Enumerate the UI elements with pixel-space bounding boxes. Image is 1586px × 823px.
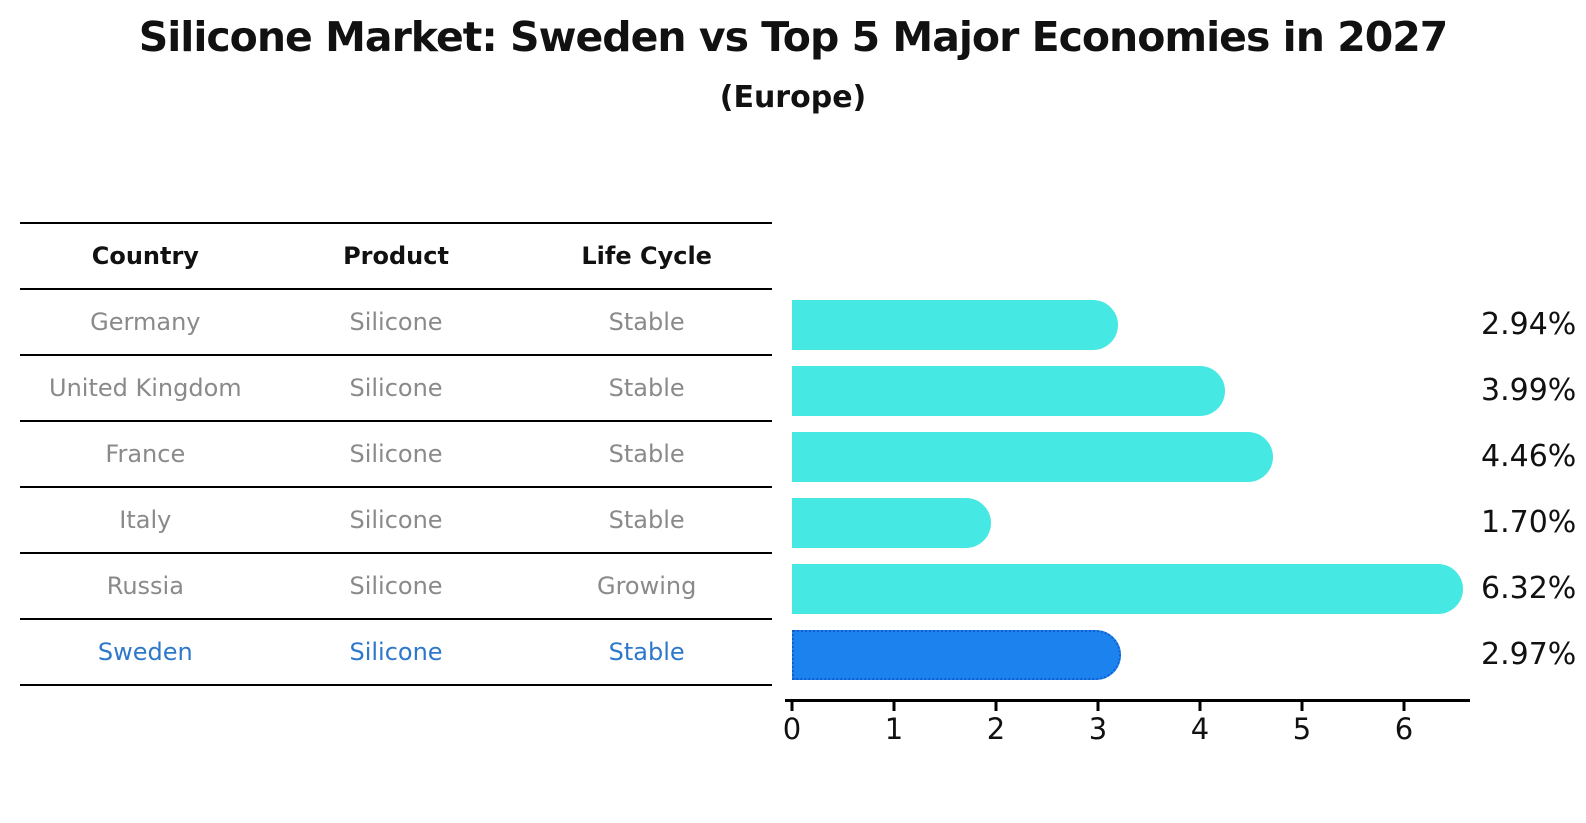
header-product: Product bbox=[343, 242, 449, 270]
cell-country: Sweden bbox=[97, 638, 193, 666]
cell-life-cycle: Stable bbox=[608, 638, 685, 666]
cell-life-cycle: Stable bbox=[608, 506, 685, 534]
cell-life-cycle: Stable bbox=[608, 374, 685, 402]
bar-value-label: 2.94% bbox=[1481, 307, 1577, 342]
x-axis-tick-label: 0 bbox=[782, 712, 802, 746]
cell-product: Silicone bbox=[349, 440, 443, 468]
cell-life-cycle: Stable bbox=[608, 308, 685, 336]
table-row: United Kingdom Silicone Stable bbox=[20, 356, 772, 422]
x-axis-tick bbox=[1300, 701, 1304, 711]
table-row: Germany Silicone Stable bbox=[20, 290, 772, 356]
x-axis-tick-label: 5 bbox=[1292, 712, 1312, 746]
cell-country: France bbox=[105, 440, 186, 468]
cell-life-cycle: Stable bbox=[608, 440, 685, 468]
header-life-cycle: Life Cycle bbox=[581, 242, 712, 270]
bar-value-label: 3.99% bbox=[1481, 373, 1577, 408]
header-country: Country bbox=[91, 242, 199, 270]
bar-united-kingdom bbox=[792, 366, 1225, 416]
x-axis-tick bbox=[790, 701, 794, 711]
cell-life-cycle: Growing bbox=[596, 572, 697, 600]
bar-germany bbox=[792, 300, 1118, 350]
x-axis-tick-label: 1 bbox=[884, 712, 904, 746]
bar-value-label: 1.70% bbox=[1481, 505, 1577, 540]
chart-title: Silicone Market: Sweden vs Top 5 Major E… bbox=[138, 13, 1449, 61]
country-table: Country Product Life Cycle Germany Silic… bbox=[20, 222, 772, 686]
x-axis-tick-label: 3 bbox=[1088, 712, 1108, 746]
x-axis-tick bbox=[892, 701, 896, 711]
bar-value-label: 2.97% bbox=[1481, 637, 1577, 672]
x-axis-line bbox=[785, 699, 1470, 702]
bar-sweden bbox=[792, 630, 1121, 680]
bar-value-label: 6.32% bbox=[1481, 571, 1577, 606]
cell-product: Silicone bbox=[349, 374, 443, 402]
cell-country: United Kingdom bbox=[49, 374, 242, 402]
bar-italy bbox=[792, 498, 992, 548]
bar-france bbox=[792, 432, 1273, 482]
bar-russia bbox=[792, 564, 1463, 614]
x-axis-tick-label: 6 bbox=[1394, 712, 1414, 746]
table-row: Russia Silicone Growing bbox=[20, 554, 772, 620]
table-row: Italy Silicone Stable bbox=[20, 488, 772, 554]
x-axis-tick bbox=[1402, 701, 1406, 711]
cell-product: Silicone bbox=[349, 308, 443, 336]
cell-country: Italy bbox=[119, 506, 172, 534]
cell-country: Germany bbox=[90, 308, 201, 336]
x-axis-tick-label: 2 bbox=[986, 712, 1006, 746]
table-row: France Silicone Stable bbox=[20, 422, 772, 488]
x-axis-tick-label: 4 bbox=[1190, 712, 1210, 746]
cell-product: Silicone bbox=[349, 638, 443, 666]
x-axis-tick bbox=[994, 701, 998, 711]
bar-value-label: 4.46% bbox=[1481, 439, 1577, 474]
table-row: Sweden Silicone Stable bbox=[20, 620, 772, 686]
cell-product: Silicone bbox=[349, 506, 443, 534]
x-axis-tick bbox=[1198, 701, 1202, 711]
cell-country: Russia bbox=[106, 572, 184, 600]
cell-product: Silicone bbox=[349, 572, 443, 600]
chart-subtitle: (Europe) bbox=[719, 80, 867, 115]
table-header-row: Country Product Life Cycle bbox=[20, 224, 772, 290]
x-axis-tick bbox=[1096, 701, 1100, 711]
